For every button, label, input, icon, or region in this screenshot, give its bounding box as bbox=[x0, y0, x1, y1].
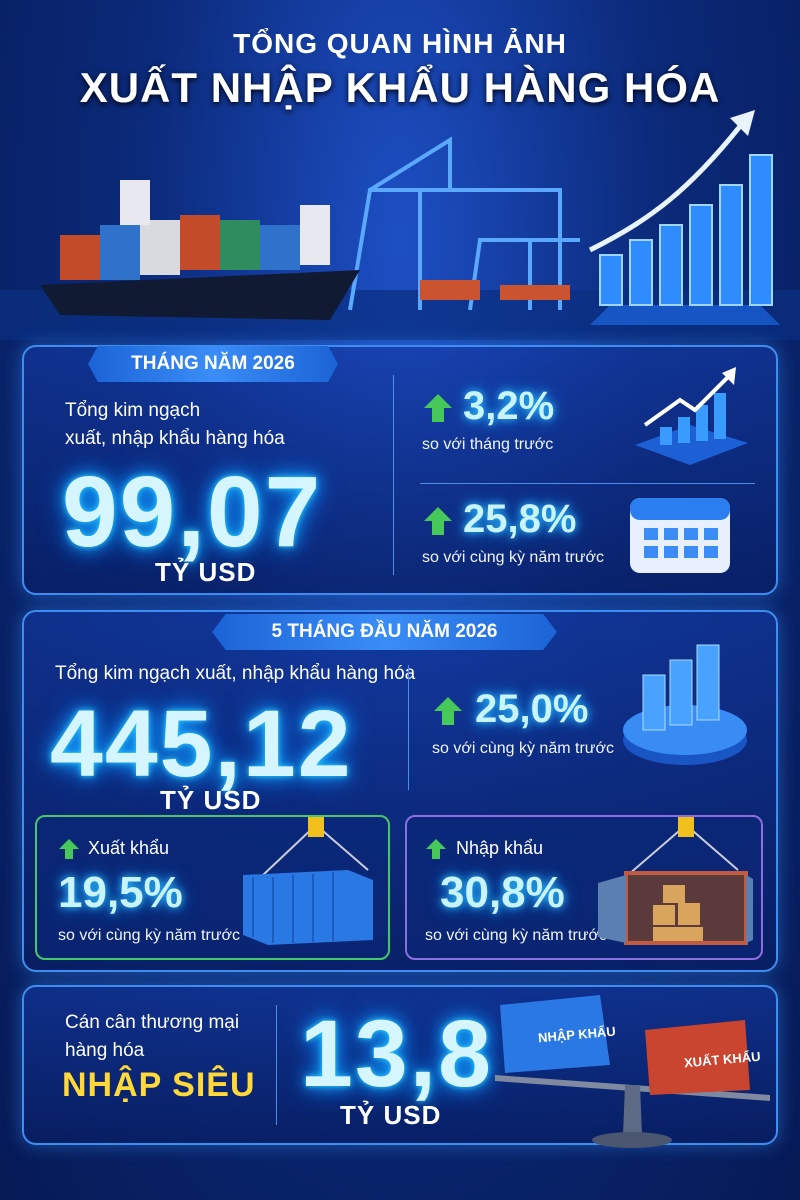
import-value: 30,8% bbox=[440, 868, 565, 917]
pie-bars-icon bbox=[623, 644, 747, 765]
export-value: 19,5% bbox=[58, 868, 183, 917]
calendar-icon bbox=[630, 498, 730, 573]
divider bbox=[408, 665, 409, 790]
five-months-change: 25,0% bbox=[475, 687, 589, 731]
month-change-1: 3,2% bbox=[463, 384, 555, 428]
balance-label-2: hàng hóa bbox=[65, 1040, 145, 1061]
up-arrow bbox=[434, 697, 462, 725]
balance-label-1: Cán cân thương mại bbox=[65, 1012, 240, 1033]
five-months-value: 445,12 bbox=[50, 691, 353, 797]
month-unit: TỶ USD bbox=[155, 557, 257, 587]
export-label: Xuất khẩu bbox=[88, 838, 170, 858]
import-label: Nhập khẩu bbox=[456, 838, 544, 858]
month-value: 99,07 bbox=[62, 456, 323, 568]
balance-status: NHẬP SIÊU bbox=[62, 1066, 256, 1104]
import-note: so với cùng kỳ năm trước bbox=[425, 927, 607, 944]
balance-value: 13,8 bbox=[300, 1001, 493, 1107]
month-label-1: Tổng kim ngạch bbox=[65, 400, 201, 421]
up-arrow bbox=[424, 507, 452, 535]
port-illustration bbox=[0, 110, 800, 340]
divider bbox=[420, 483, 755, 484]
up-arrow bbox=[426, 839, 446, 859]
month-badge: THÁNG NĂM 2026 bbox=[88, 346, 338, 382]
up-arrow bbox=[424, 394, 452, 422]
export-note: so với cùng kỳ năm trước bbox=[58, 927, 240, 944]
divider bbox=[276, 1005, 277, 1125]
up-arrow bbox=[59, 839, 79, 859]
five-months-note: so với cùng kỳ năm trước bbox=[432, 740, 614, 757]
five-months-badge: 5 THÁNG ĐẦU NĂM 2026 bbox=[212, 614, 557, 650]
divider bbox=[393, 375, 394, 575]
balance-scale bbox=[495, 995, 770, 1148]
balance-unit: TỶ USD bbox=[340, 1100, 442, 1130]
month-note-2: so với cùng kỳ năm trước bbox=[422, 549, 604, 566]
five-months-unit: TỶ USD bbox=[160, 785, 262, 815]
import-container bbox=[598, 817, 753, 945]
growth-icon bbox=[635, 367, 748, 465]
month-change-2: 25,8% bbox=[463, 497, 577, 541]
title-line-2: XUẤT NHẬP KHẨU HÀNG HÓA bbox=[79, 64, 721, 111]
title-line-1: TỔNG QUAN HÌNH ẢNH bbox=[233, 28, 567, 59]
month-note-1: so với tháng trước bbox=[422, 436, 554, 453]
month-label-2: xuất, nhập khẩu hàng hóa bbox=[65, 428, 285, 449]
five-months-label: Tổng kim ngạch xuất, nhập khẩu hàng hóa bbox=[55, 663, 416, 684]
export-container bbox=[243, 817, 373, 945]
